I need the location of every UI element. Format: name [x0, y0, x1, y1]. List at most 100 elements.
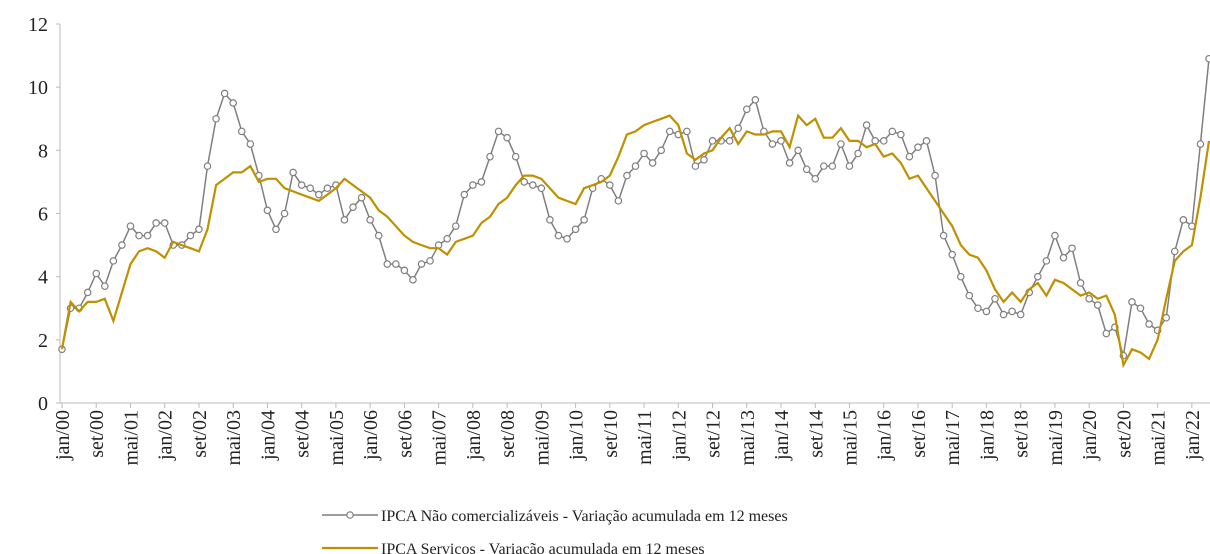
point — [340, 216, 349, 224]
point — [974, 304, 982, 313]
point — [143, 231, 152, 240]
x-tick-label: mai/19 — [1045, 410, 1067, 466]
x-tick-label: set/14 — [805, 410, 827, 458]
legend-marker — [346, 511, 354, 519]
point — [1162, 313, 1171, 322]
x-tick-label: mai/15 — [839, 410, 861, 466]
point — [374, 231, 383, 240]
point — [417, 260, 426, 268]
point — [263, 206, 272, 215]
point — [948, 250, 957, 259]
point — [195, 225, 203, 234]
point — [477, 178, 486, 186]
point — [494, 127, 503, 136]
point — [734, 124, 743, 133]
point — [160, 219, 169, 227]
point — [820, 162, 828, 170]
point — [100, 282, 109, 290]
point — [991, 294, 999, 303]
point — [460, 190, 469, 199]
point — [443, 234, 451, 243]
point — [982, 307, 991, 316]
point — [528, 181, 537, 189]
point — [1128, 298, 1136, 306]
point — [1042, 257, 1051, 265]
y-tick-label: 10 — [28, 77, 48, 99]
point — [914, 143, 922, 151]
x-tick-label: jan/18 — [976, 410, 998, 461]
point — [272, 225, 280, 234]
point — [280, 209, 289, 218]
point — [802, 165, 811, 174]
point — [486, 152, 494, 161]
point — [931, 171, 939, 180]
point — [785, 159, 794, 167]
x-tick-label: jan/22 — [1182, 410, 1204, 461]
point — [1016, 310, 1025, 319]
point — [683, 127, 691, 136]
x-tick-label: mai/05 — [326, 410, 348, 466]
x-tick-label: mai/09 — [531, 410, 553, 466]
x-tick-label: mai/03 — [223, 410, 245, 466]
x-tick-label: set/18 — [1011, 410, 1033, 458]
point — [349, 203, 357, 211]
x-tick-label: jan/10 — [566, 410, 588, 461]
point — [220, 89, 229, 98]
point — [580, 216, 588, 224]
series-line — [60, 113, 1210, 369]
point — [631, 162, 640, 170]
point — [563, 234, 571, 243]
point — [554, 231, 563, 240]
x-tick-label: jan/02 — [155, 410, 177, 461]
point — [811, 174, 820, 183]
point — [109, 257, 118, 265]
point — [1093, 301, 1102, 309]
point — [400, 266, 409, 275]
point — [691, 162, 700, 170]
point — [152, 219, 160, 227]
y-tick-label: 12 — [28, 14, 48, 36]
point — [1170, 247, 1179, 256]
point — [1136, 304, 1145, 313]
point — [297, 181, 306, 189]
point — [956, 272, 965, 281]
point — [392, 260, 400, 268]
point — [614, 197, 623, 205]
point — [83, 288, 92, 297]
point — [469, 181, 477, 189]
point — [1076, 279, 1085, 287]
point — [862, 121, 871, 129]
x-tick-label: jan/14 — [771, 410, 793, 461]
point — [700, 156, 708, 164]
point — [879, 137, 888, 145]
legend-label: IPCA Servicos - Variação acumulada em 12… — [381, 541, 705, 554]
x-tick-label: set/10 — [600, 410, 622, 458]
point — [939, 231, 948, 240]
x-tick-label: jan/16 — [874, 410, 896, 461]
point — [203, 162, 212, 170]
point — [1034, 272, 1042, 281]
point — [640, 149, 648, 158]
point — [1205, 54, 1210, 63]
point — [922, 137, 931, 145]
x-tick-label: mai/01 — [120, 410, 142, 466]
point — [888, 127, 897, 136]
point — [1008, 307, 1016, 316]
point — [357, 193, 366, 202]
point — [1068, 244, 1076, 253]
point — [742, 105, 751, 114]
x-tick-label: jan/20 — [1079, 410, 1101, 461]
point — [1196, 140, 1205, 148]
x-tick-label: jan/04 — [257, 410, 279, 461]
y-tick-label: 2 — [38, 330, 48, 352]
point — [546, 216, 554, 224]
point — [135, 231, 143, 240]
point — [794, 146, 802, 155]
point — [212, 114, 220, 123]
y-tick-label: 4 — [38, 267, 48, 289]
point — [665, 127, 674, 136]
x-tick-label: set/16 — [908, 410, 930, 458]
x-tick-label: set/02 — [189, 410, 211, 458]
x-tick-label: jan/12 — [668, 410, 690, 461]
point — [237, 127, 246, 136]
